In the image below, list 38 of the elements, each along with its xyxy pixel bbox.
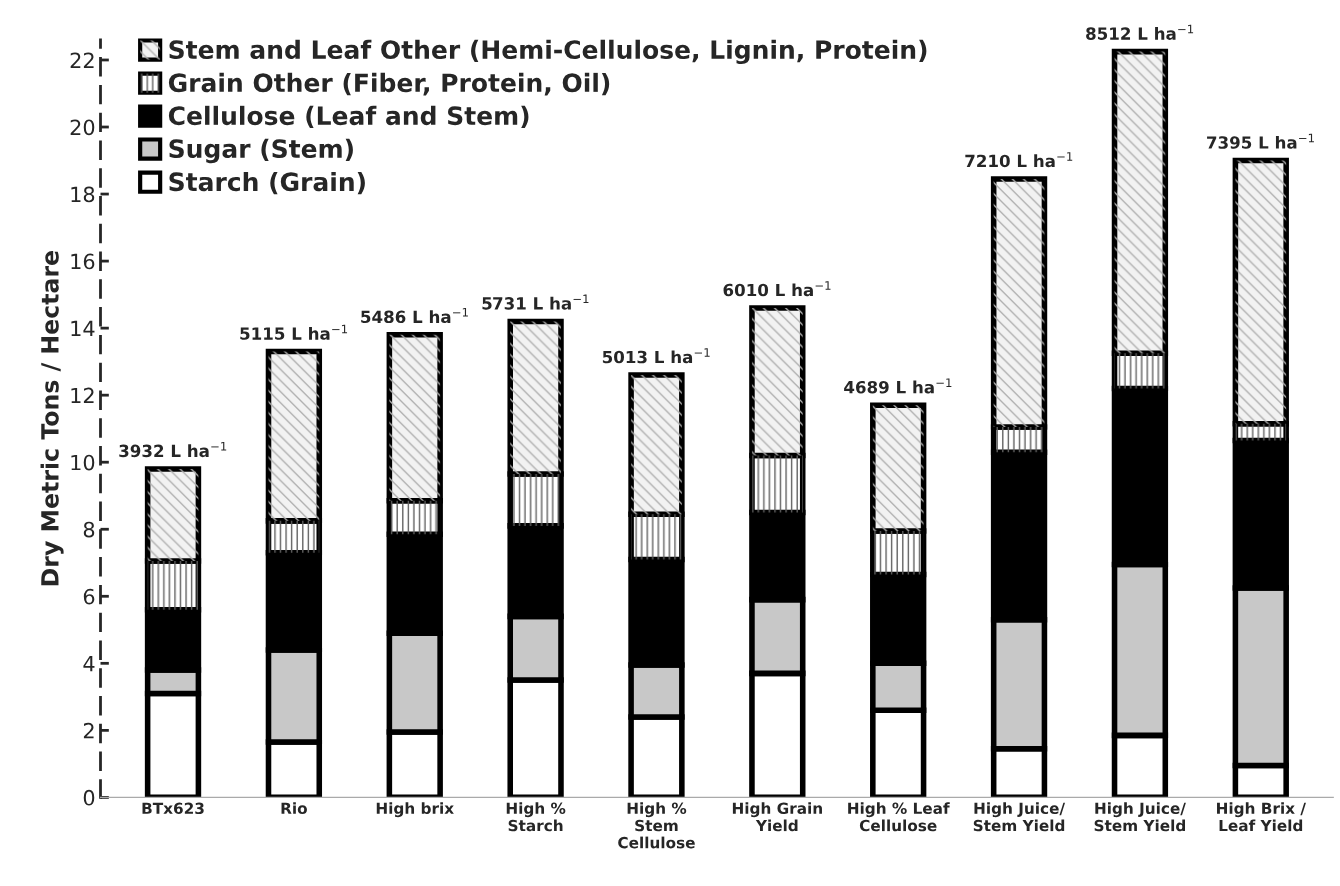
y-tick-label: 2 <box>83 722 94 739</box>
x-tick-label: BTx623 <box>142 802 204 815</box>
total-label: 6010 L ha$^{−1}$ <box>723 281 831 297</box>
y-tick-label: 12 <box>71 387 94 404</box>
legend-label: Starch (Grain) <box>169 171 365 195</box>
y-tick-label: 4 <box>83 656 95 672</box>
y-tick-label: 6 <box>83 588 95 605</box>
total-label: 7210 L ha$^{−1}$ <box>965 152 1073 168</box>
total-label: 5486 L ha$^{−1}$ <box>361 307 468 324</box>
x-tick-label: Rio <box>281 802 307 815</box>
legend-label: Grain Other (Fiber, Protein, Oil) <box>168 72 610 96</box>
x-tick-label: High brix <box>376 802 454 818</box>
y-tick-label: 18 <box>71 186 95 203</box>
total-label: 8512 L ha$^{−1}$ <box>1086 24 1194 40</box>
total-label: 4689 L ha$^{−1}$ <box>844 378 952 394</box>
total-label: 5013 L ha$^{−1}$ <box>602 348 710 364</box>
y-tick-label: 0 <box>83 789 95 806</box>
x-tick-label: High Brix / Leaf Yield <box>1217 802 1306 832</box>
total-label: 7395 L ha$^{−1}$ <box>1207 133 1314 149</box>
y-axis-title: Dry Metric Tons / Hectare <box>40 251 64 586</box>
total-label: 5115 L ha$^{−1}$ <box>240 324 348 340</box>
total-label: 3932 L ha$^{−1}$ <box>119 442 227 458</box>
legend-label: Stem and Leaf Other (Hemi-Cellulose, Lignin, Protein) <box>169 39 927 65</box>
x-tick-label: High Juice/ Stem Yield <box>973 802 1066 832</box>
x-tick-label: High Grain Yield <box>732 802 822 832</box>
y-tick-label: 16 <box>71 253 95 270</box>
total-label: 5731 L ha$^{−1}$ <box>482 294 589 310</box>
x-tick-label: High % Leaf Cellulose <box>848 802 950 832</box>
y-tick-label: 10 <box>71 454 95 471</box>
y-tick-label: 14 <box>71 320 95 337</box>
legend-label: Sugar (Stem) <box>169 138 353 164</box>
y-tick-label: 8 <box>83 521 95 538</box>
y-tick-label: 20 <box>70 119 95 136</box>
x-tick-label: High % Starch <box>506 802 566 832</box>
x-tick-label: High Juice/ Stem Yield <box>1094 802 1186 832</box>
y-tick-label: 22 <box>70 52 94 68</box>
legend-label: Cellulose (Leaf and Stem) <box>168 105 529 129</box>
x-tick-label: High % Stem Cellulose <box>618 802 695 849</box>
